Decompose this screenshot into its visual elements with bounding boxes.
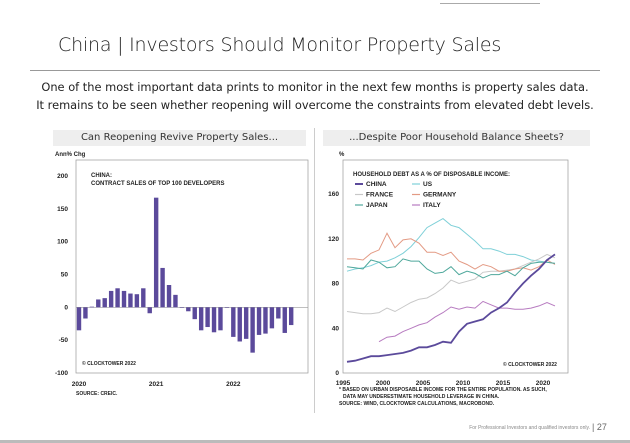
bar	[224, 307, 230, 308]
bar	[179, 307, 185, 308]
subtitle-line-1: One of the most important data prints to…	[41, 80, 589, 94]
panel-divider	[314, 128, 315, 413]
line-y-tick-label: 0	[335, 370, 339, 377]
series-line-france	[346, 253, 556, 315]
bar	[282, 307, 287, 333]
series-line-italy	[378, 300, 556, 343]
legend-label-france: FRANCE	[366, 192, 394, 199]
bar	[231, 307, 236, 337]
bar	[121, 290, 127, 308]
line-x-tick-label: 2010	[456, 380, 471, 387]
legend-label-us: US	[423, 181, 433, 188]
series-line-germany	[347, 232, 556, 272]
legend-label-germany: GERMANY	[423, 192, 457, 199]
bar	[263, 307, 268, 334]
bar	[102, 298, 107, 308]
bar	[211, 307, 217, 333]
bar	[160, 267, 165, 308]
series-line-japan	[346, 258, 556, 279]
legend-label-china: CHINA	[366, 181, 387, 188]
bar-x-tick-label: 2022	[226, 381, 241, 388]
line-x-tick-label: 2020	[536, 380, 551, 387]
bar-y-tick-label: 150	[57, 206, 68, 213]
line-y-tick-label: 40	[332, 325, 340, 332]
bar-y-tick-label: 50	[61, 272, 69, 279]
bar	[276, 307, 281, 319]
top-rule	[440, 3, 540, 4]
line-plot-frame	[342, 159, 569, 374]
bottom-rule	[0, 440, 630, 443]
bar	[96, 299, 101, 308]
bar-y-tick-label: -100	[55, 370, 68, 377]
bar-y-tick-label: 200	[57, 173, 68, 180]
title-divider	[30, 70, 600, 71]
bar	[243, 307, 249, 339]
bar-y-axis-label: Ann% Chg	[55, 152, 86, 158]
bar	[83, 307, 88, 319]
bar	[153, 197, 159, 308]
bar	[192, 307, 197, 320]
bar-y-tick-label: 0	[64, 304, 68, 311]
bar	[237, 307, 242, 342]
line-copyright: © CLOCKTOWER 2022	[503, 362, 557, 368]
bar-plot-frame	[75, 159, 309, 374]
bar	[147, 307, 152, 314]
bar	[256, 307, 262, 335]
bar	[115, 288, 120, 308]
page-number: | 27	[592, 422, 607, 432]
bar	[250, 307, 255, 353]
bar-y-tick-label: -50	[59, 337, 69, 344]
line-note-1: * BASED ON URBAN DISPOSABLE INCOME FOR T…	[339, 387, 547, 393]
bar-x-tick-label: 2020	[72, 381, 87, 388]
bar	[128, 293, 133, 308]
bar	[198, 307, 204, 331]
subtitle-line-2: It remains to be seen whether reopening …	[36, 98, 594, 112]
page-title: China | Investors Should Monitor Propert…	[58, 34, 502, 56]
bar	[166, 285, 172, 308]
line-x-tick-label: 2005	[416, 380, 431, 387]
bar	[288, 307, 294, 326]
series-line-us	[346, 217, 556, 272]
bar-x-tick-label: 2021	[149, 381, 164, 388]
footer-disclaimer: For Professional Investors and qualified…	[469, 425, 590, 431]
line-x-tick-label: 2015	[496, 380, 511, 387]
bar	[269, 307, 275, 329]
line-source: SOURCE: WIND, CLOCKTOWER CALCULATIONS, M…	[339, 401, 495, 407]
line-x-tick-label: 1995	[336, 380, 351, 387]
bar	[173, 294, 178, 308]
bar	[186, 307, 191, 312]
line-y-tick-label: 160	[328, 191, 339, 198]
legend-label-japan: JAPAN	[366, 202, 388, 209]
legend-label-italy: ITALY	[423, 202, 441, 209]
left-panel-title: Can Reopening Revive Property Sales...	[53, 130, 306, 146]
line-y-axis-label: %	[339, 152, 345, 158]
line-chart-title: HOUSEHOLD DEBT AS A % OF DISPOSABLE INCO…	[353, 172, 511, 178]
bar-copyright: © CLOCKTOWER 2022	[82, 361, 136, 367]
right-panel-title: ...Despite Poor Household Balance Sheets…	[323, 130, 590, 146]
bar-chart-subtitle: CONTRACT SALES OF TOP 100 DEVELOPERS	[91, 181, 225, 187]
line-x-tick-label: 2000	[376, 380, 391, 387]
line-y-tick-label: 120	[328, 236, 339, 243]
bar-y-tick-label: 100	[57, 239, 68, 246]
bar	[108, 290, 114, 308]
bar	[205, 307, 210, 328]
bar	[89, 306, 95, 308]
bar	[76, 307, 82, 331]
line-note-2: DATA MAY UNDERESTIMATE HOUSEHOLD LEVERAG…	[343, 394, 500, 400]
bar	[218, 307, 223, 331]
line-y-tick-label: 80	[332, 281, 340, 288]
bar	[141, 288, 146, 308]
bar-chart-title: CHINA:	[91, 173, 112, 179]
bar	[134, 294, 140, 308]
bar-source: SOURCE: CREIC.	[76, 391, 118, 397]
series-line-china	[346, 253, 556, 363]
